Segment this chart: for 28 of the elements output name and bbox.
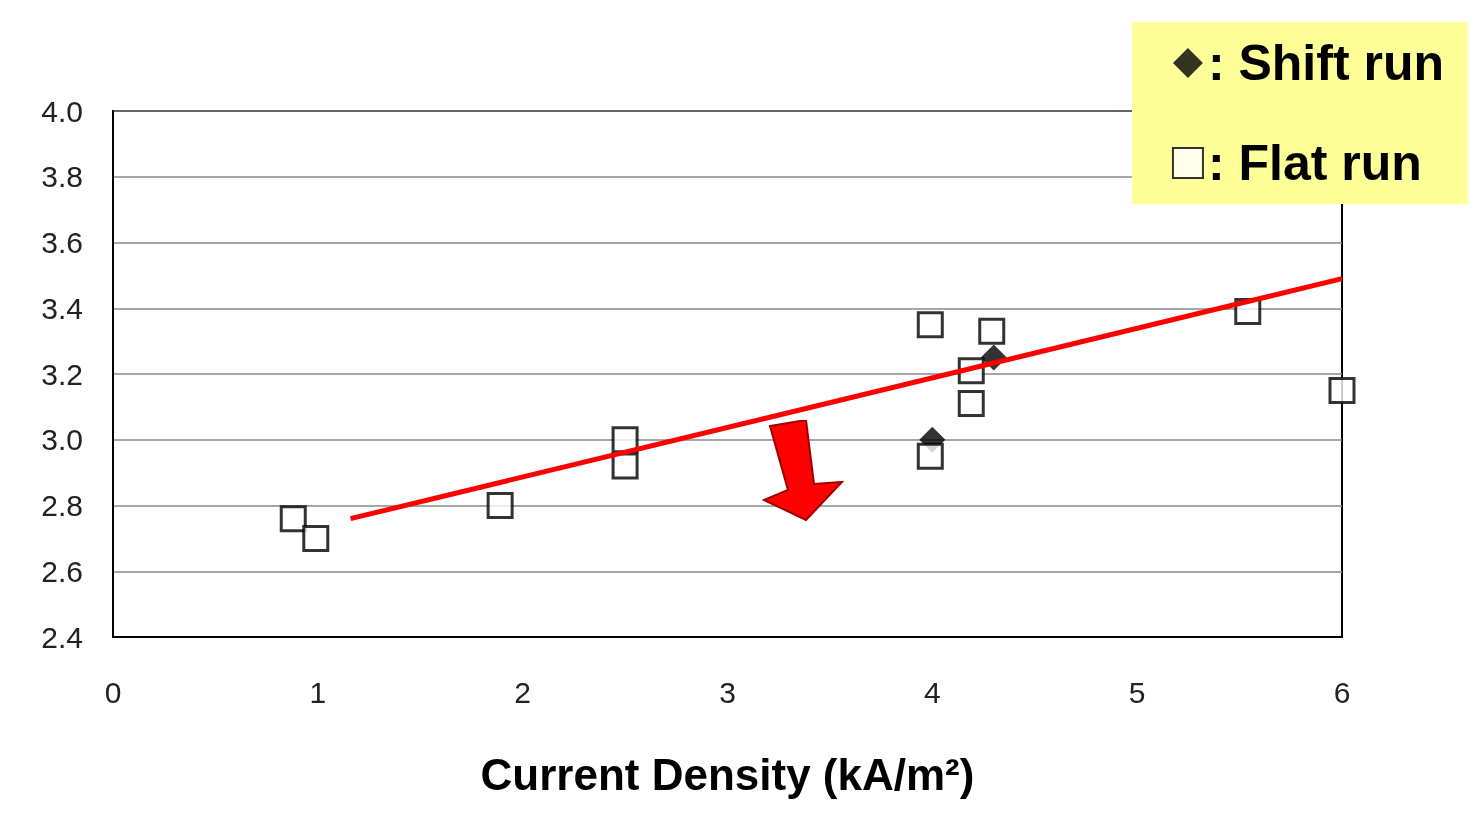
- y-tick-label: 3.6: [41, 226, 83, 259]
- x-tick-label: 4: [923, 675, 941, 709]
- point: [957, 390, 985, 418]
- legend-label: : Shift run: [1207, 35, 1444, 91]
- point: [1328, 376, 1356, 404]
- point: [302, 524, 330, 552]
- y-tick-label: 3.8: [41, 160, 83, 194]
- x-tick-label: 2: [514, 675, 532, 709]
- x-tick-label: 1: [309, 675, 327, 709]
- y-tick-label: 4.0: [41, 94, 83, 128]
- point: [611, 452, 639, 480]
- y-tick-label: 3.4: [41, 291, 83, 325]
- x-tick-label: 3: [719, 675, 736, 709]
- point: [486, 492, 514, 519]
- x-tick-label: 0: [104, 675, 122, 709]
- point: [279, 505, 307, 533]
- y-tick-label: 3.0: [41, 423, 83, 457]
- point: [916, 442, 944, 470]
- y-tick-label: 2.6: [41, 554, 83, 588]
- y-tick-label: 2.4: [41, 620, 83, 654]
- x-tick-label: 5: [1128, 675, 1146, 709]
- y-tick-label: 2.8: [41, 489, 83, 522]
- y-tick-label: 3.2: [41, 357, 83, 391]
- legend-label: : Flat run: [1207, 135, 1422, 191]
- x-tick-label: 6: [1333, 675, 1351, 709]
- point: [916, 311, 944, 339]
- point: [978, 317, 1006, 345]
- x-axis-title: Current Density (kA/m²): [480, 749, 975, 799]
